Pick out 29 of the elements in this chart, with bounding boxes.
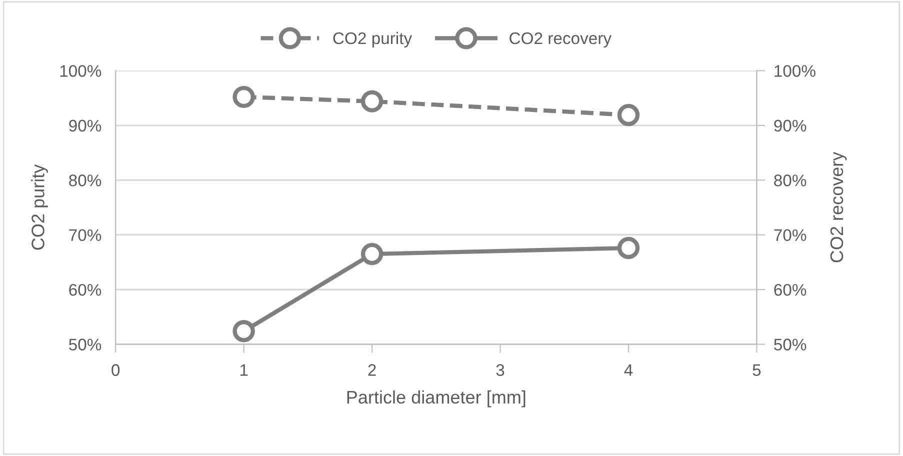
x-tick-label: 0 bbox=[112, 364, 120, 376]
point bbox=[232, 86, 255, 108]
y2-tick-label: 100% bbox=[774, 65, 816, 77]
x-tick-label: 4 bbox=[624, 364, 633, 376]
point bbox=[617, 236, 640, 260]
point bbox=[232, 320, 255, 342]
y-tick-label: 80% bbox=[69, 174, 102, 186]
y2-tick-label: 90% bbox=[774, 120, 806, 132]
y2-tick-label: 80% bbox=[774, 174, 806, 186]
y2-tick-label: 60% bbox=[774, 284, 806, 296]
legend-label: CO2 purity bbox=[333, 32, 412, 48]
y-tick-label: 100% bbox=[60, 65, 102, 77]
x-tick-label: 5 bbox=[752, 364, 761, 376]
y-tick-label: 60% bbox=[69, 284, 102, 296]
point bbox=[617, 104, 640, 126]
y-tick-label: 70% bbox=[69, 229, 102, 242]
x-tick-label: 2 bbox=[368, 364, 376, 376]
y2-axis-title: CO2 recovery bbox=[830, 152, 847, 262]
x-axis-title: Particle diameter [mm] bbox=[347, 390, 526, 408]
y-axis-title: CO2 purity bbox=[31, 164, 48, 250]
point bbox=[360, 242, 384, 266]
point bbox=[360, 90, 384, 112]
y2-tick-label: 50% bbox=[774, 338, 806, 350]
y2-tick-label: 70% bbox=[774, 229, 806, 242]
x-tick-label: 3 bbox=[496, 364, 504, 376]
y-tick-label: 90% bbox=[69, 120, 102, 132]
x-tick-label: 1 bbox=[240, 364, 248, 376]
y-tick-label: 50% bbox=[69, 338, 102, 350]
legend-label: CO2 recovery bbox=[510, 32, 612, 48]
